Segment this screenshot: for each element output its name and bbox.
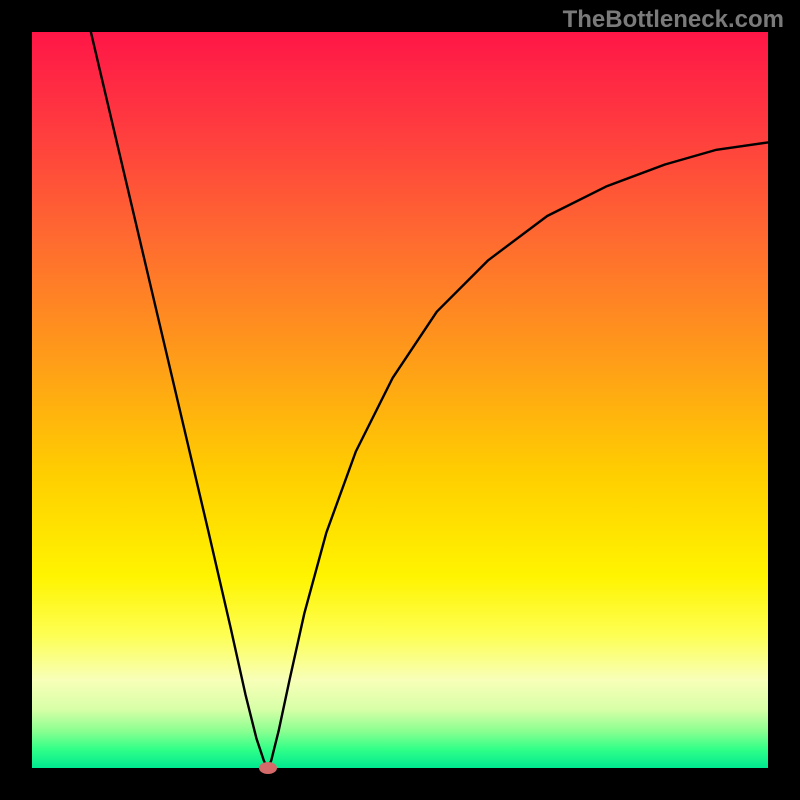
watermark-text: TheBottleneck.com [563, 6, 784, 34]
plot-area [32, 32, 768, 768]
minimum-marker [259, 762, 277, 774]
bottleneck-curve [91, 32, 768, 768]
chart-container: TheBottleneck.com [0, 0, 800, 800]
curve-layer [32, 32, 768, 768]
